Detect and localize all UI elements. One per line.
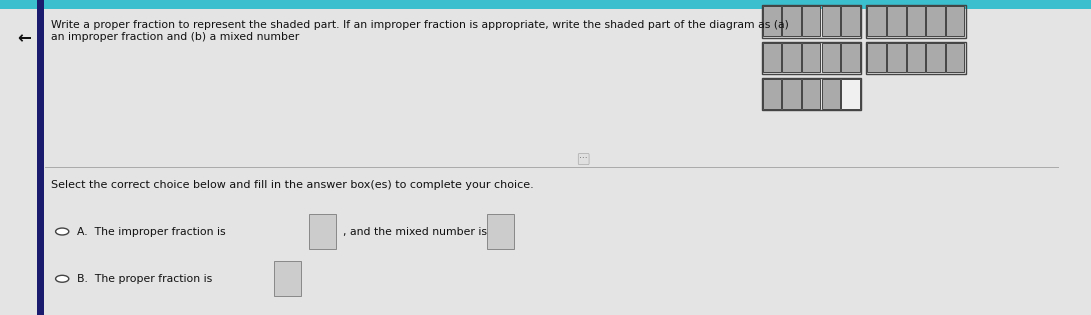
Bar [782,79,801,109]
Bar [841,79,860,109]
Text: Write a proper fraction to represent the shaded part. If an improper fraction is: Write a proper fraction to represent the… [51,20,789,42]
Bar [926,6,945,36]
Bar [762,78,861,110]
Bar [763,6,781,36]
Bar [926,43,945,72]
Ellipse shape [56,275,69,282]
Bar [782,43,801,72]
Text: ←: ← [17,29,31,47]
Bar [274,261,301,296]
Bar [822,6,840,36]
Bar [309,214,336,249]
Bar [802,79,820,109]
Text: , and the mixed number is: , and the mixed number is [343,226,487,237]
Text: B.  The proper fraction is: B. The proper fraction is [77,274,213,284]
Text: A.  The improper fraction is: A. The improper fraction is [77,226,226,237]
Bar [946,43,964,72]
Bar [887,43,906,72]
Bar [762,5,861,38]
Bar [0,0,1091,9]
Bar [822,79,840,109]
Bar [822,43,840,72]
Bar [907,43,925,72]
Bar [907,6,925,36]
Text: Select the correct choice below and fill in the answer box(es) to complete your : Select the correct choice below and fill… [51,180,533,190]
Bar [866,42,966,74]
Bar [887,6,906,36]
Bar [487,214,514,249]
Bar [763,79,781,109]
Bar [841,43,860,72]
Bar [763,43,781,72]
Bar [782,6,801,36]
Bar [802,43,820,72]
Text: ···: ··· [579,155,588,163]
Bar [867,43,886,72]
Bar [802,6,820,36]
Bar [841,6,860,36]
Ellipse shape [56,228,69,235]
Bar [37,0,44,315]
Bar [866,5,966,38]
Bar [762,42,861,74]
Bar [946,6,964,36]
Bar [867,6,886,36]
